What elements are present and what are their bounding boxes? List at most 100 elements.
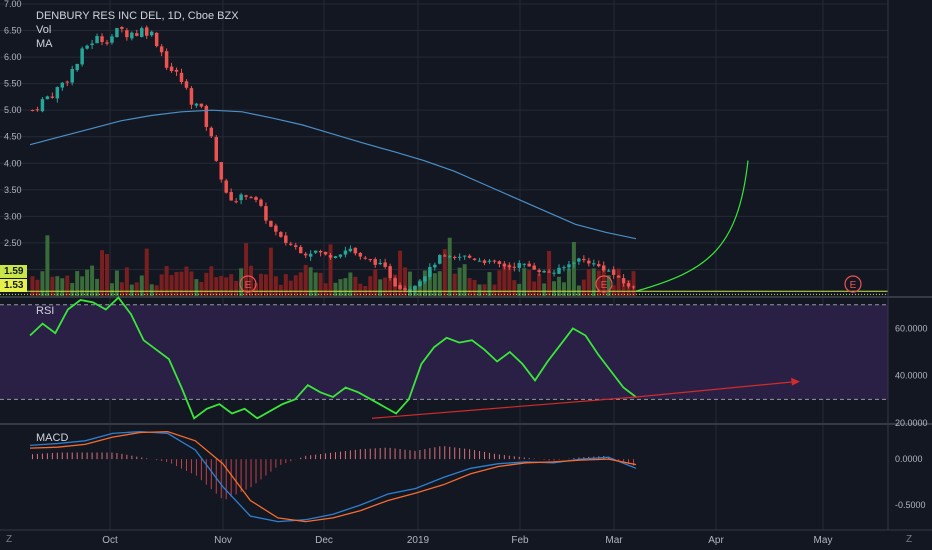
candle-body xyxy=(100,36,104,43)
volume-bar xyxy=(204,272,209,296)
candle-body xyxy=(219,162,223,180)
grid-lines xyxy=(0,0,888,530)
volume-bar xyxy=(249,265,254,296)
volume-bar xyxy=(119,282,124,296)
candle-body xyxy=(597,264,601,267)
volume-bar xyxy=(174,272,179,296)
volume-bar xyxy=(303,264,308,296)
candle-body xyxy=(75,63,79,71)
candle-body xyxy=(159,46,164,53)
time-tick-label: Feb xyxy=(511,535,529,546)
candle-body xyxy=(378,262,382,265)
signal-line xyxy=(29,430,637,523)
volume-bar xyxy=(323,283,328,296)
candle-body xyxy=(467,255,472,258)
candle-body xyxy=(214,137,219,161)
time-axis[interactable]: Oct Nov Dec 2019 Feb Mar Apr May xyxy=(102,535,832,546)
rsi-trendline xyxy=(371,396,637,419)
volume-bar xyxy=(105,254,109,296)
price-axis[interactable]: 7.00 6.50 6.00 5.50 5.00 4.50 4.00 3.50 3.00 2.50… xyxy=(4,0,928,510)
time-tick-label: Oct xyxy=(102,535,118,546)
candle-body xyxy=(527,263,531,267)
candle-body xyxy=(80,48,84,65)
last-price-badge: 1.59 xyxy=(0,265,28,278)
volume-bar xyxy=(159,274,164,296)
volume-bar xyxy=(30,276,35,296)
candle-body xyxy=(298,246,303,254)
candle-body xyxy=(209,127,214,137)
volume-bar xyxy=(169,275,174,296)
candlesticks xyxy=(30,25,636,295)
volume-bar xyxy=(239,268,244,296)
zoom-right-icon[interactable]: Z xyxy=(906,534,913,545)
volume-bar xyxy=(348,272,353,296)
candle-body xyxy=(443,255,447,257)
candle-body xyxy=(308,253,313,257)
volume-bar xyxy=(318,272,323,296)
candle-body xyxy=(323,251,328,255)
volume-bar xyxy=(139,275,144,296)
candle-body xyxy=(179,72,184,83)
volume-bar xyxy=(512,280,517,296)
trendline-arrowhead xyxy=(791,377,800,386)
time-tick-label: May xyxy=(814,535,833,546)
volume-bar xyxy=(244,243,249,296)
candle-body xyxy=(418,281,422,287)
volume-bar xyxy=(219,275,224,296)
time-tick-label: Apr xyxy=(708,535,724,546)
volume-bar xyxy=(417,280,422,296)
candle-body xyxy=(403,288,407,290)
candle-body xyxy=(577,258,581,262)
price-tick-label: 5.50 xyxy=(4,79,22,89)
volume-bar xyxy=(457,267,462,296)
candle-body xyxy=(90,43,94,45)
candle-body xyxy=(264,206,268,221)
volume-bar xyxy=(368,276,373,296)
time-tick-label: Mar xyxy=(605,535,623,546)
candle-body xyxy=(244,195,248,197)
volume-bar xyxy=(234,280,239,296)
volume-bar xyxy=(532,281,537,296)
volume-bar xyxy=(124,267,129,296)
volume-bar xyxy=(199,281,204,296)
candle-body xyxy=(433,264,437,268)
candle-body xyxy=(572,262,576,264)
volume-bar xyxy=(452,273,457,296)
candle-body xyxy=(135,33,139,36)
candle-body xyxy=(333,256,338,258)
volume-bar xyxy=(95,278,100,296)
time-tick-label: 2019 xyxy=(407,535,430,546)
candle-body xyxy=(552,272,556,274)
candle-body xyxy=(318,250,323,253)
candle-body xyxy=(517,263,522,268)
volume-bar xyxy=(50,276,55,296)
volume-bar xyxy=(154,285,159,296)
rsi-band xyxy=(0,304,888,400)
candle-body xyxy=(383,262,387,267)
candle-body xyxy=(562,267,566,269)
volume-bar xyxy=(403,267,408,296)
volume-bar xyxy=(581,279,586,296)
volume-bar xyxy=(268,247,273,296)
candle-body xyxy=(522,263,526,265)
volume-bar xyxy=(263,274,268,296)
volume-bar xyxy=(502,266,507,296)
candle-body xyxy=(169,66,174,72)
volume-bar xyxy=(114,270,119,296)
candle-body xyxy=(115,28,119,38)
volume-bar xyxy=(184,266,189,296)
candle-body xyxy=(621,278,626,284)
volume-bar xyxy=(258,273,263,296)
zoom-left-icon[interactable]: Z xyxy=(6,534,13,545)
volume-bar xyxy=(482,284,487,296)
volume-bar xyxy=(487,272,492,296)
price-tick-label: 4.50 xyxy=(4,132,22,142)
earnings-marker-circle xyxy=(844,275,862,293)
volume-bar xyxy=(229,274,234,296)
candle-body xyxy=(274,225,278,232)
candle-body xyxy=(70,69,74,83)
volume-bar xyxy=(109,283,114,296)
volume-bar xyxy=(60,278,65,296)
candle-body xyxy=(284,235,288,243)
